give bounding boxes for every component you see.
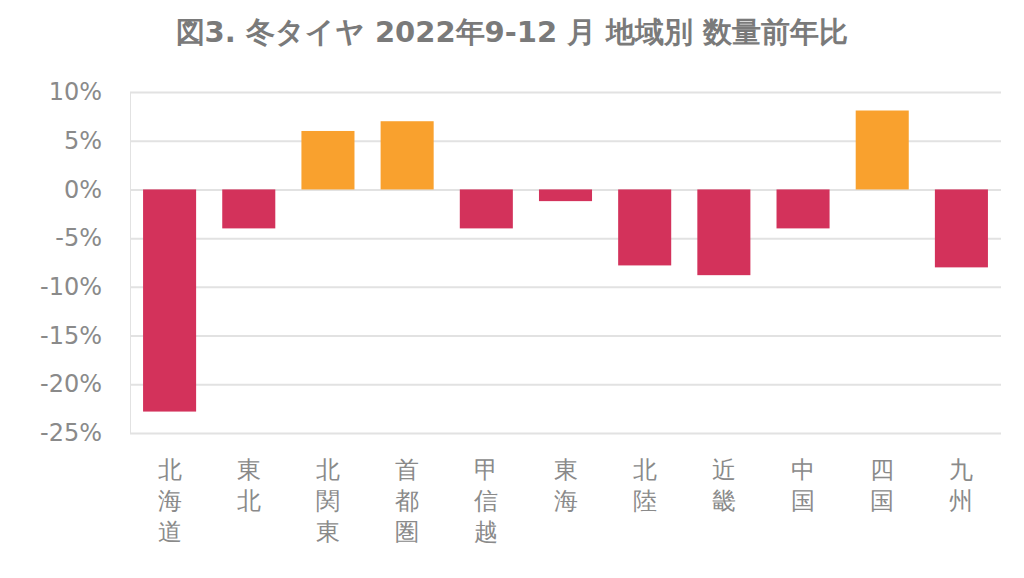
x-tick-label-char: 国 <box>870 487 894 515</box>
bars <box>143 111 988 412</box>
x-tick-label-char: 圏 <box>395 518 419 546</box>
y-axis-line <box>130 93 131 434</box>
x-tick-label-char: 近 <box>712 456 736 484</box>
grid-line <box>130 384 1001 386</box>
x-tick-label-char: 州 <box>949 487 973 515</box>
x-tick-label-char: 道 <box>158 518 182 546</box>
x-tick-label: 東海 <box>554 456 578 515</box>
x-tick-label-char: 畿 <box>712 487 736 515</box>
grid-line <box>130 335 1001 337</box>
chart: 図3. 冬タイヤ 2022年9-12 月 地域別 数量前年比 -25% -20% -1… <box>0 0 1024 578</box>
x-tick-label-char: 東 <box>316 518 340 546</box>
bar <box>143 189 196 411</box>
x-tick-label: 北陸 <box>633 456 657 515</box>
y-tick-label: -25% <box>40 419 102 447</box>
x-tick-label-char: 関 <box>316 487 340 515</box>
x-tick-label-char: 越 <box>474 518 498 546</box>
x-tick-label: 中国 <box>791 456 815 515</box>
x-tick-label: 四国 <box>870 456 894 515</box>
bar <box>301 131 354 189</box>
chart-title: 図3. 冬タイヤ 2022年9-12 月 地域別 数量前年比 <box>176 15 849 49</box>
x-tick-label-char: 国 <box>791 487 815 515</box>
x-tick-label-char: 都 <box>395 487 419 515</box>
bar <box>777 189 830 228</box>
y-axis: -25% -20% -15% -10% -5% 0% 5% 10% <box>40 78 1001 447</box>
x-tick-label: 北関東 <box>316 456 340 546</box>
x-tick-label: 近畿 <box>712 456 736 515</box>
x-tick-label-char: 中 <box>791 456 815 484</box>
x-tick-label-char: 東 <box>554 456 578 484</box>
grid-line <box>130 286 1001 288</box>
x-tick-label-char: 北 <box>158 456 182 484</box>
x-tick-label-char: 陸 <box>633 487 657 515</box>
y-tick-label: -20% <box>40 370 102 398</box>
x-tick-label: 東北 <box>237 456 261 515</box>
grid-line <box>130 433 1001 435</box>
x-tick-label-char: 信 <box>474 487 498 515</box>
y-tick-label: -15% <box>40 322 102 350</box>
bar <box>222 189 275 228</box>
y-tick: -25% <box>40 419 1001 447</box>
y-tick: -5% <box>55 224 1001 252</box>
y-tick-label: -5% <box>55 224 102 252</box>
x-tick-label-char: 海 <box>158 487 182 515</box>
x-tick-label-char: 東 <box>237 456 261 484</box>
y-tick-label: 10% <box>49 78 102 106</box>
bar <box>539 189 592 201</box>
x-tick-label: 甲信越 <box>474 456 498 546</box>
x-axis: 北海道東北北関東首都圏甲信越東海北陸近畿中国四国九州 <box>158 456 974 546</box>
x-tick-label-char: 北 <box>633 456 657 484</box>
x-tick-label-char: 北 <box>237 487 261 515</box>
bar <box>935 189 988 267</box>
y-tick-label: -10% <box>40 273 102 301</box>
x-tick-label: 九州 <box>949 456 973 515</box>
bar <box>697 189 750 275</box>
bar <box>460 189 513 228</box>
x-tick-label-char: 四 <box>870 456 894 484</box>
bar <box>618 189 671 265</box>
y-tick-label: 5% <box>64 127 102 155</box>
x-tick-label-char: 甲 <box>474 456 498 484</box>
bar <box>856 111 909 190</box>
grid-line <box>130 92 1001 94</box>
x-tick-label-char: 首 <box>395 456 419 484</box>
x-tick-label-char: 北 <box>316 456 340 484</box>
x-tick-label: 首都圏 <box>395 456 419 546</box>
x-tick-label-char: 海 <box>554 487 578 515</box>
bar <box>381 121 434 189</box>
x-tick-label: 北海道 <box>158 456 182 546</box>
y-tick-label: 0% <box>64 176 102 204</box>
x-tick-label-char: 九 <box>949 456 973 484</box>
grid-line <box>130 238 1001 240</box>
y-tick: 10% <box>49 78 1001 106</box>
